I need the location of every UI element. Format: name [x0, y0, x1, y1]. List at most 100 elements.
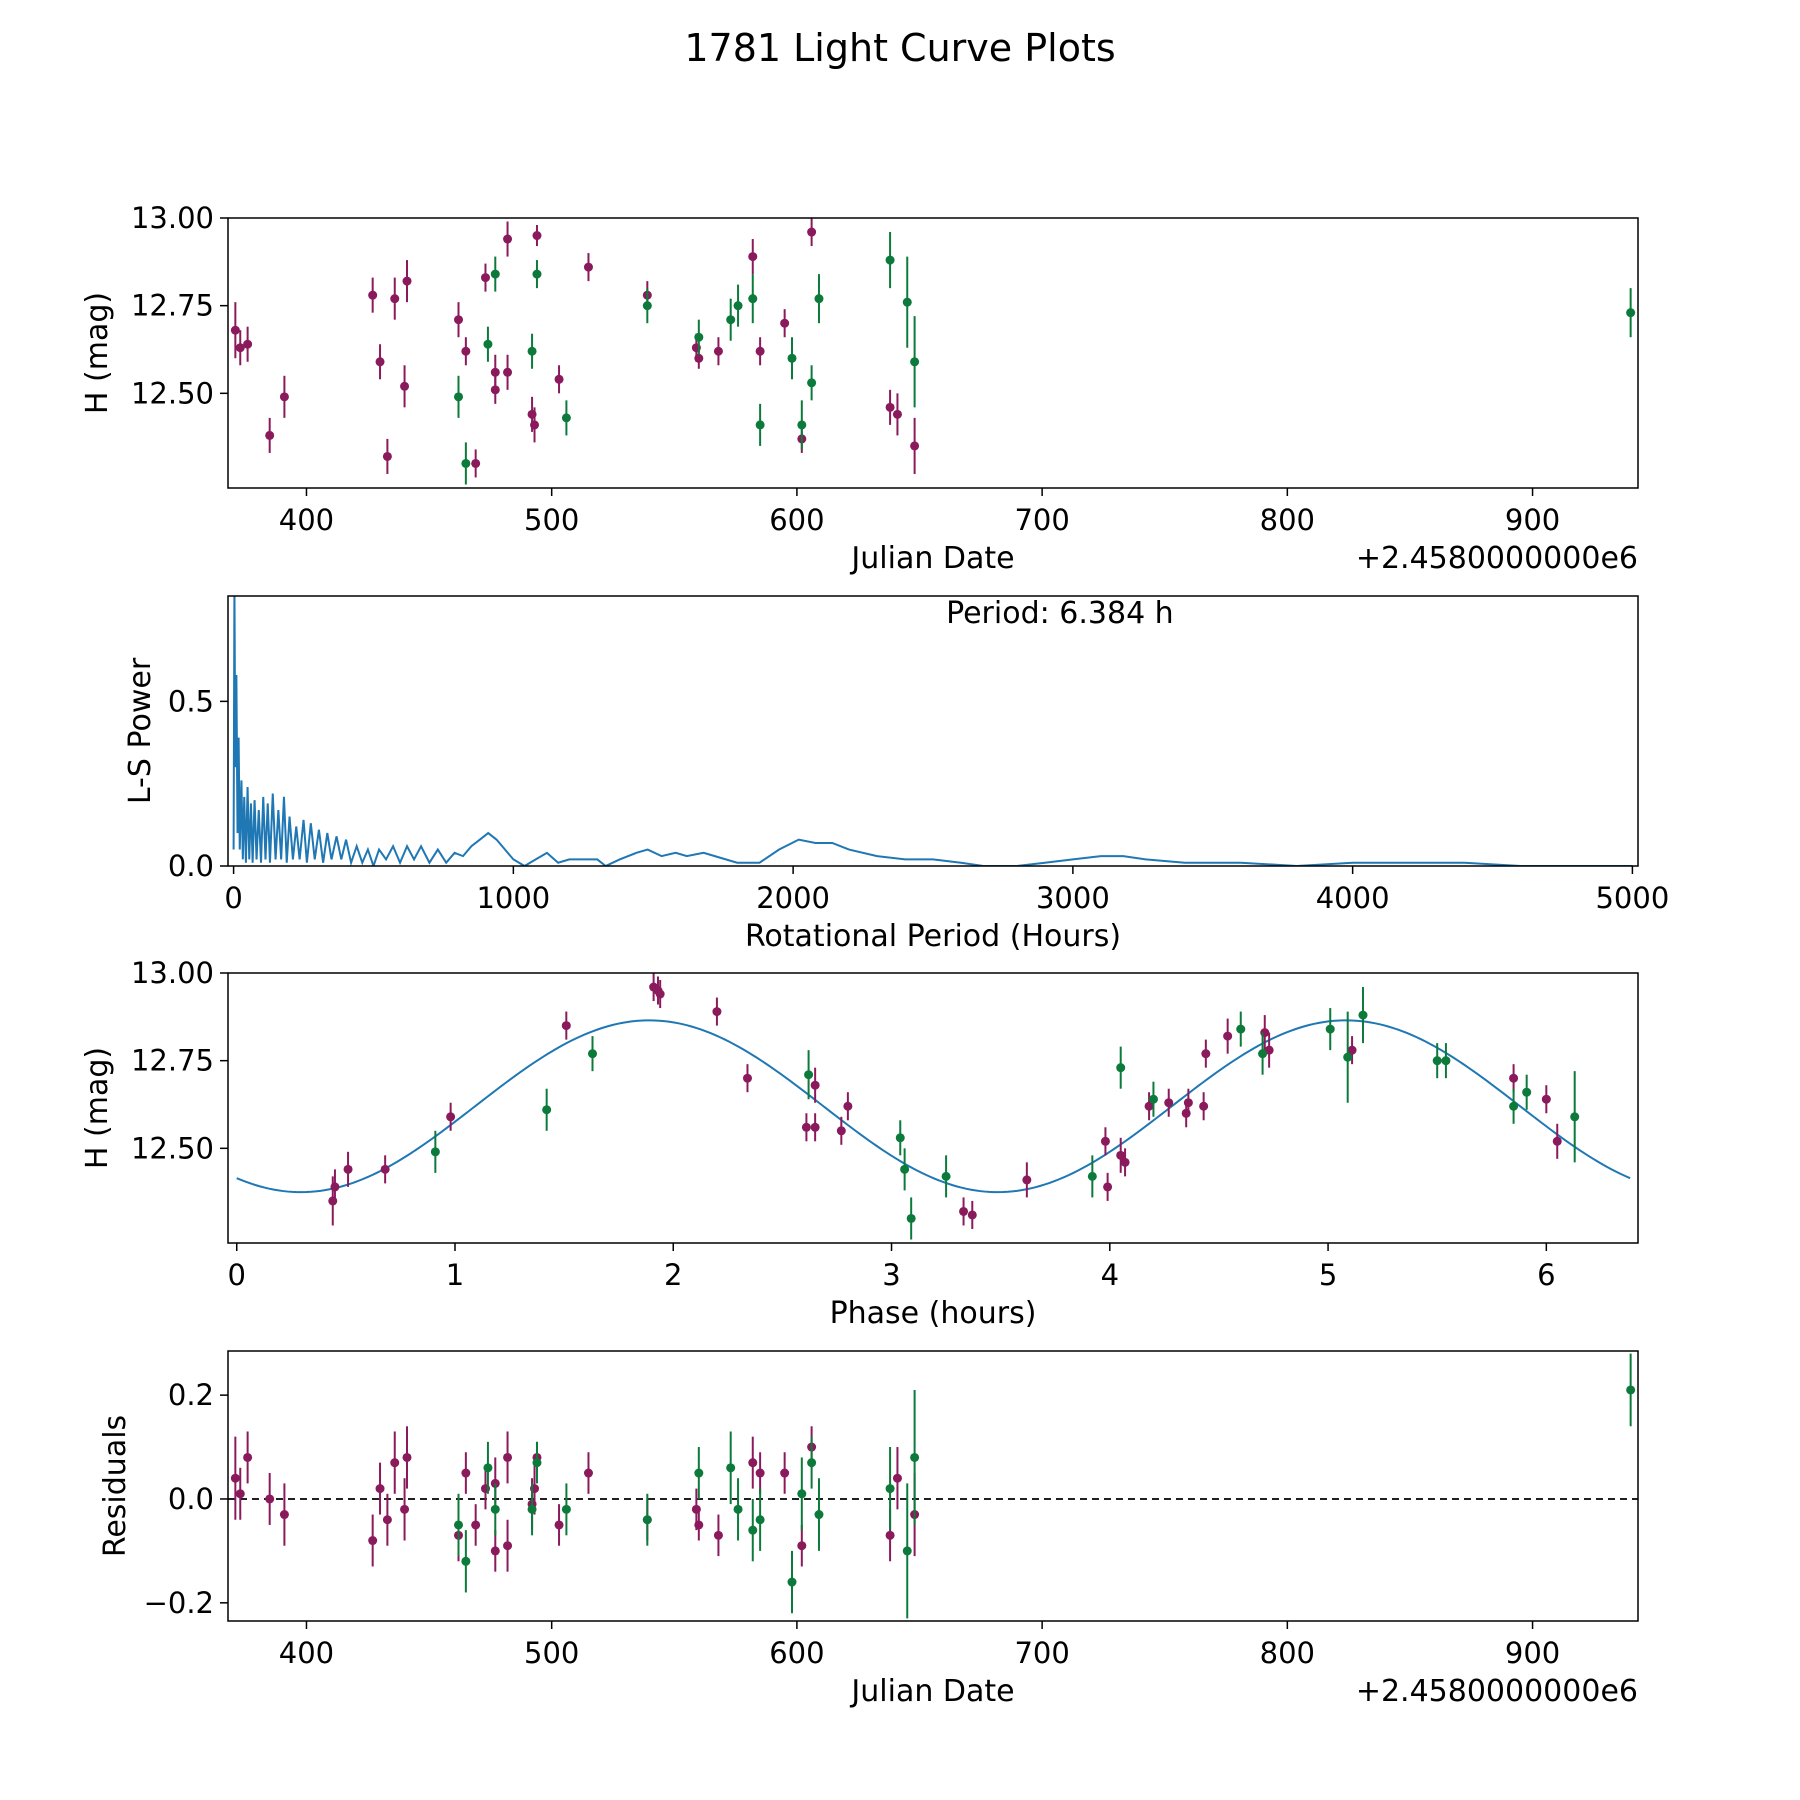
- plot-area: [230, 218, 1636, 485]
- data-point: [1199, 1101, 1209, 1111]
- data-point: [780, 1468, 790, 1478]
- data-point: [230, 1473, 240, 1483]
- data-point: [1100, 1136, 1110, 1146]
- data-point: [583, 262, 593, 272]
- data-point: [797, 420, 807, 430]
- data-point: [694, 1468, 704, 1478]
- y-tick-label: 12.75: [131, 289, 214, 323]
- data-point: [910, 357, 920, 367]
- data-point: [446, 1112, 456, 1122]
- y-tick-label: 0.5: [168, 684, 214, 718]
- data-point: [454, 315, 464, 325]
- period-annotation: Period: 6.384 h: [946, 596, 1174, 631]
- data-point: [1164, 1098, 1174, 1108]
- data-point: [527, 346, 537, 356]
- x-tick-label: 0: [228, 1258, 246, 1292]
- phased-chart: 0 1 2 3 4 5 6 12.50 12.75 13.00 Phase (hours) H (ma…: [80, 956, 1639, 1331]
- data-point: [561, 1021, 571, 1031]
- y-tick-label: 12.50: [131, 1131, 214, 1165]
- plot-area: [232, 596, 1633, 866]
- data-point: [542, 1105, 552, 1115]
- data-point: [797, 1541, 807, 1551]
- data-point: [490, 1504, 500, 1514]
- data-point: [532, 1458, 542, 1468]
- data-point: [230, 325, 240, 335]
- x-offset-label: +2.4580000000e6: [1356, 541, 1638, 576]
- x-tick-label: 5: [1319, 1258, 1337, 1292]
- data-point: [461, 458, 471, 468]
- data-point: [1432, 1056, 1442, 1066]
- data-point: [400, 1504, 410, 1514]
- data-point: [836, 1126, 846, 1136]
- data-point: [243, 339, 253, 349]
- data-point: [1183, 1098, 1193, 1108]
- data-point: [235, 343, 245, 353]
- data-point: [503, 1452, 513, 1462]
- data-point: [490, 269, 500, 279]
- data-point: [527, 1504, 537, 1514]
- y-tick-label: 12.75: [131, 1044, 214, 1078]
- data-point: [755, 420, 765, 430]
- data-point: [471, 1520, 481, 1530]
- data-point: [967, 1210, 977, 1220]
- data-point: [471, 458, 481, 468]
- data-point: [726, 1463, 736, 1473]
- data-point: [235, 1489, 245, 1499]
- data-point: [380, 1164, 390, 1174]
- data-point: [642, 1515, 652, 1525]
- data-point: [1552, 1136, 1562, 1146]
- y-tick-label: 0.0: [168, 1482, 214, 1516]
- data-point: [265, 1494, 275, 1504]
- data-point: [694, 353, 704, 363]
- data-point: [330, 1182, 340, 1192]
- periodogram-chart: 0 1000 2000 3000 4000 5000 0.0 0.5 Rotational Pe…: [123, 595, 1669, 954]
- data-point: [503, 1541, 513, 1551]
- data-point: [503, 367, 513, 377]
- data-point: [279, 392, 289, 402]
- data-point: [900, 1164, 910, 1174]
- data-point: [368, 290, 378, 300]
- y-tick-label: 12.50: [131, 376, 214, 410]
- data-point: [561, 413, 571, 423]
- data-point: [561, 1504, 571, 1514]
- x-tick-label: 3000: [1036, 881, 1110, 915]
- data-point: [810, 1122, 820, 1132]
- data-point: [902, 1546, 912, 1556]
- x-tick-label: 6: [1537, 1258, 1555, 1292]
- plot-frame: [227, 595, 1639, 867]
- data-point: [748, 252, 758, 262]
- y-tick-label: 0.0: [168, 849, 214, 883]
- x-tick-label: 1000: [476, 881, 550, 915]
- data-point: [1116, 1150, 1126, 1160]
- data-point: [454, 392, 464, 402]
- data-point: [1223, 1031, 1233, 1041]
- data-point: [748, 1458, 758, 1468]
- data-point: [804, 1070, 814, 1080]
- y-tick-label: −0.2: [144, 1586, 214, 1620]
- data-point: [1116, 1063, 1126, 1073]
- x-tick-label: 600: [769, 503, 824, 537]
- data-point: [885, 1484, 895, 1494]
- data-point: [807, 378, 817, 388]
- data-point: [748, 1525, 758, 1535]
- x-offset-label: +2.4580000000e6: [1356, 1674, 1638, 1709]
- data-point: [368, 1536, 378, 1546]
- data-point: [787, 1577, 797, 1587]
- plot-frame: [227, 1350, 1639, 1622]
- data-point: [941, 1171, 951, 1181]
- data-point: [1343, 1052, 1353, 1062]
- y-axis-label: H (mag): [80, 1047, 115, 1169]
- data-point: [733, 301, 743, 311]
- data-point: [713, 1530, 723, 1540]
- y-tick-label: 13.00: [131, 201, 214, 235]
- data-point: [390, 294, 400, 304]
- y-axis-label: Residuals: [98, 1415, 133, 1557]
- data-point: [461, 346, 471, 356]
- data-point: [801, 1122, 811, 1132]
- data-point: [892, 1473, 902, 1483]
- data-point: [902, 297, 912, 307]
- x-tick-label: 5000: [1595, 881, 1669, 915]
- data-point: [402, 1452, 412, 1462]
- x-tick-label: 700: [1014, 1636, 1069, 1670]
